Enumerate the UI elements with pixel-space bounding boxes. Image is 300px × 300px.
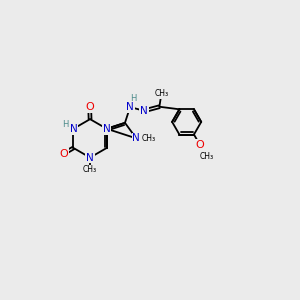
Text: N: N (126, 102, 134, 112)
Text: N: N (70, 124, 77, 134)
Text: CH₃: CH₃ (154, 89, 169, 98)
Text: O: O (85, 102, 94, 112)
Text: N: N (103, 124, 111, 134)
Text: O: O (59, 149, 68, 159)
Text: H: H (130, 94, 137, 103)
Text: CH₃: CH₃ (83, 165, 97, 174)
Text: CH₃: CH₃ (141, 134, 155, 143)
Text: CH₃: CH₃ (200, 152, 214, 161)
Text: O: O (196, 140, 205, 150)
Text: H: H (62, 120, 68, 129)
Text: N: N (140, 106, 148, 116)
Text: N: N (86, 153, 94, 163)
Text: N: N (132, 134, 140, 143)
